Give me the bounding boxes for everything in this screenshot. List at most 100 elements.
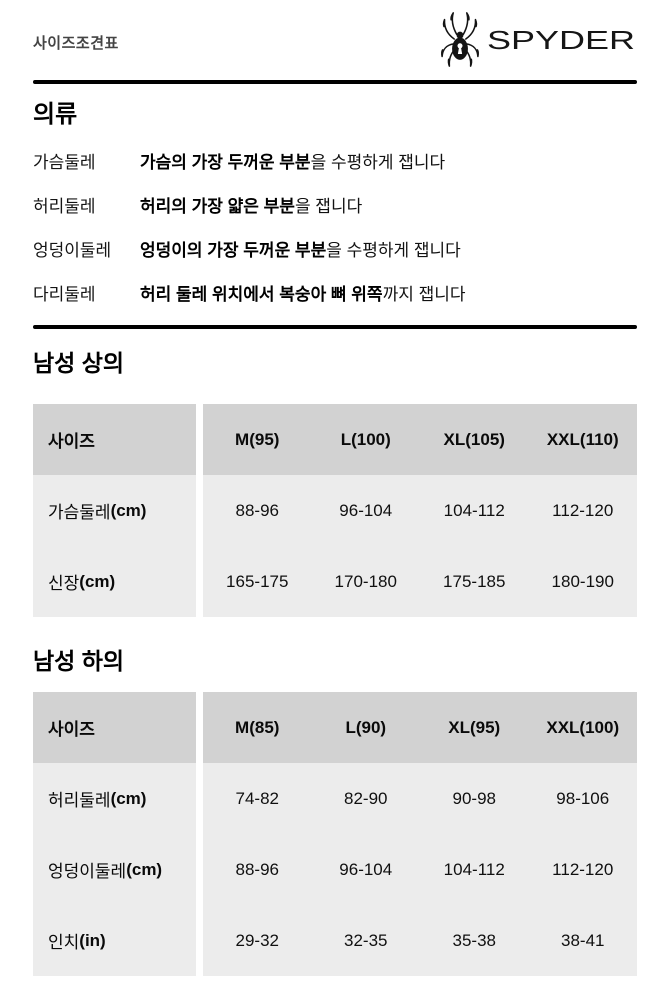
row-label-text: 인치: [48, 933, 80, 952]
table-row: 신장 (cm) 165-175 170-180 175-185 180-190: [33, 546, 637, 617]
measure-label: 엉덩이둘레: [33, 240, 112, 260]
value-cell: 29-32: [235, 930, 279, 950]
value-cell: 112-120: [552, 859, 614, 879]
section-heading: 남성 상의: [33, 350, 125, 376]
value-cell: 35-38: [452, 930, 496, 950]
row-values: 88-96 96-104 104-112 112-120: [203, 834, 637, 905]
size-table: 사이즈 M(85) L(90) XL(95) XXL(100) 허리둘레 (cm) 74-…: [33, 692, 637, 976]
row-values: 165-175 170-180 175-185 180-190: [203, 546, 637, 617]
column-header: XXL(110): [546, 429, 619, 449]
measure-desc-rest: 을 수평하게 잽니다: [310, 152, 446, 172]
value-cell: 90-98: [452, 788, 496, 808]
row-unit: (in): [79, 930, 106, 950]
value-cell: 96-104: [339, 859, 393, 879]
measure-desc-rest: 까지 잽니다: [382, 284, 466, 304]
column-header: M(85): [235, 717, 280, 737]
measure-label: 가슴둘레: [33, 152, 96, 172]
row-label: 허리둘레 (cm): [33, 763, 196, 834]
value-cell: 112-120: [552, 500, 614, 520]
column-headers: M(85) L(90) XL(95) XXL(100): [203, 692, 637, 763]
value-cell: 104-112: [443, 500, 505, 520]
column-header: M(95): [235, 429, 280, 449]
measure-label: 다리둘레: [33, 284, 96, 304]
value-cell: 165-175: [226, 571, 289, 591]
table-row: 가슴둘레 (cm) 88-96 96-104 104-112 112-120: [33, 475, 637, 546]
row-values: 29-32 32-35 35-38 38-41: [203, 905, 637, 976]
measure-description: 허리 둘레 위치에서 복숭아 뼈 위쪽까지 잽니다: [140, 280, 466, 305]
value-cell: 88-96: [235, 500, 279, 520]
size-table: 사이즈 M(95) L(100) XL(105) XXL(110) 가슴둘레 (cm) 8…: [33, 404, 637, 617]
measure-guide-row: 엉덩이둘레 엉덩이의 가장 두꺼운 부분을 수평하게 잽니다: [33, 226, 637, 270]
divider-top: [33, 80, 637, 84]
size-section: 남성 상의 사이즈 M(95) L(100) XL(105) XXL(110) 가슴둘…: [33, 348, 637, 617]
table-body: 허리둘레 (cm) 74-82 82-90 90-98 98-106 엉덩이둘레 (cm) 88…: [33, 763, 637, 976]
size-header-cell: 사이즈: [33, 404, 196, 475]
row-label-text: 허리둘레: [48, 791, 111, 810]
row-label-text: 엉덩이둘레: [48, 862, 127, 881]
content: 의류 가슴둘레 가슴의 가장 두꺼운 부분을 수평하게 잽니다 허리둘레 허리의…: [0, 100, 670, 976]
value-cell: 170-180: [334, 571, 397, 591]
measure-desc-bold: 가슴의 가장 두꺼운 부분: [140, 152, 311, 172]
row-label: 신장 (cm): [33, 546, 196, 617]
row-label: 엉덩이둘레 (cm): [33, 834, 196, 905]
row-label: 인치 (in): [33, 905, 196, 976]
row-label: 가슴둘레 (cm): [33, 475, 196, 546]
brand-wordmark: SPYDER: [487, 25, 635, 55]
row-unit: (cm): [110, 788, 147, 808]
column-header: L(100): [340, 429, 391, 449]
table-header-row: 사이즈 M(85) L(90) XL(95) XXL(100): [33, 692, 637, 763]
table-body: 가슴둘레 (cm) 88-96 96-104 104-112 112-120 신장 (cm) 1…: [33, 475, 637, 617]
clothing-heading: 의류: [33, 101, 78, 128]
value-cell: 74-82: [235, 788, 279, 808]
table-row: 엉덩이둘레 (cm) 88-96 96-104 104-112 112-120: [33, 834, 637, 905]
measure-description: 엉덩이의 가장 두꺼운 부분을 수평하게 잽니다: [140, 236, 461, 261]
measure-label: 허리둘레: [33, 196, 96, 216]
row-label-text: 신장: [48, 574, 80, 593]
value-cell: 82-90: [344, 788, 388, 808]
brand-text: SPYDER: [487, 25, 635, 55]
measure-guide-row: 가슴둘레 가슴의 가장 두꺼운 부분을 수평하게 잽니다: [33, 138, 637, 182]
size-header-cell: 사이즈: [33, 692, 196, 763]
measure-desc-bold: 엉덩이의 가장 두꺼운 부분: [140, 240, 327, 260]
row-unit: (cm): [79, 571, 116, 591]
value-cell: 175-185: [443, 571, 506, 591]
column-headers: M(95) L(100) XL(105) XXL(110): [203, 404, 637, 475]
measure-desc-bold: 허리의 가장 얇은 부분: [140, 196, 295, 216]
table-row: 허리둘레 (cm) 74-82 82-90 90-98 98-106: [33, 763, 637, 834]
brand-logo: SPYDER: [440, 11, 637, 69]
spider-icon: [441, 12, 479, 67]
column-header: XL(105): [443, 429, 505, 449]
value-cell: 32-35: [344, 930, 388, 950]
value-cell: 98-106: [556, 788, 610, 808]
topbar: 사이즈조견표 SPYDER: [0, 0, 670, 80]
row-unit: (cm): [110, 500, 147, 520]
measure-desc-rest: 을 수평하게 잽니다: [326, 240, 461, 260]
guide-rows: 가슴둘레 가슴의 가장 두꺼운 부분을 수평하게 잽니다 허리둘레 허리의 가장…: [33, 138, 637, 314]
row-unit: (cm): [126, 859, 163, 879]
size-section: 남성 하의 사이즈 M(85) L(90) XL(95) XXL(100) 허리둘레(…: [33, 646, 637, 976]
row-label-text: 가슴둘레: [48, 503, 111, 522]
page-title: 사이즈조견표: [33, 34, 119, 52]
value-cell: 96-104: [339, 500, 393, 520]
table-header-row: 사이즈 M(95) L(100) XL(105) XXL(110): [33, 404, 637, 475]
measure-guide-row: 다리둘레 허리 둘레 위치에서 복숭아 뼈 위쪽까지 잽니다: [33, 270, 637, 314]
column-header: L(90): [345, 717, 387, 737]
measure-description: 가슴의 가장 두꺼운 부분을 수평하게 잽니다: [140, 148, 445, 173]
size-sections: 남성 상의 사이즈 M(95) L(100) XL(105) XXL(110) 가슴둘…: [33, 348, 637, 976]
row-values: 74-82 82-90 90-98 98-106: [203, 763, 637, 834]
measure-description: 허리의 가장 얇은 부분을 잽니다: [140, 192, 362, 217]
row-values: 88-96 96-104 104-112 112-120: [203, 475, 637, 546]
column-header: XXL(100): [546, 717, 620, 737]
value-cell: 88-96: [235, 859, 279, 879]
measure-desc-rest: 을 잽니다: [294, 196, 363, 216]
value-cell: 104-112: [443, 859, 505, 879]
value-cell: 38-41: [561, 930, 605, 950]
table-row: 인치 (in) 29-32 32-35 35-38 38-41: [33, 905, 637, 976]
section-heading: 남성 하의: [33, 648, 125, 674]
divider-mid: [33, 325, 637, 329]
measure-desc-bold: 허리 둘레 위치에서 복숭아 뼈 위쪽: [140, 284, 383, 304]
measure-guide-row: 허리둘레 허리의 가장 얇은 부분을 잽니다: [33, 182, 637, 226]
value-cell: 180-190: [551, 571, 614, 591]
column-header: XL(95): [448, 717, 501, 737]
